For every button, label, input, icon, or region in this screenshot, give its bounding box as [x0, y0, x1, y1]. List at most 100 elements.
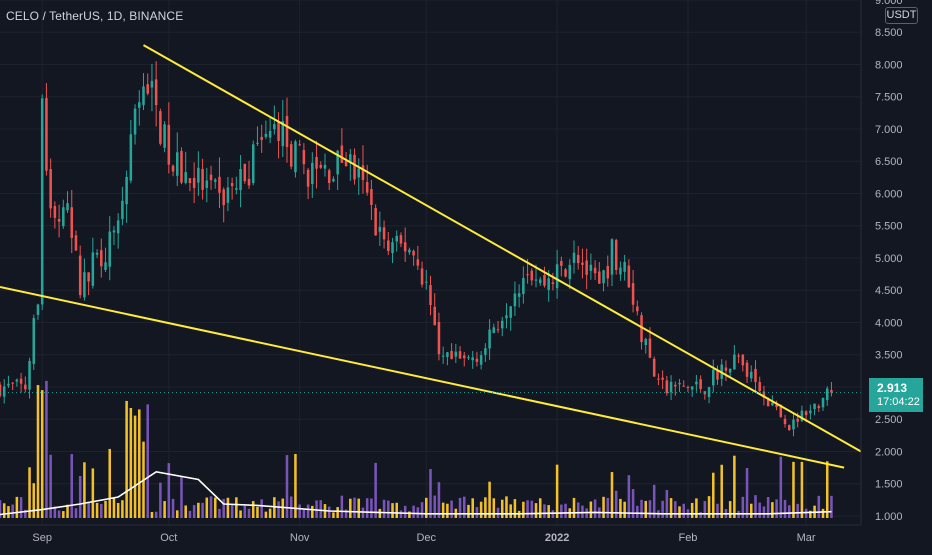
candle-body: [809, 410, 812, 414]
candle-body: [218, 176, 221, 193]
volume-bar: [522, 501, 525, 518]
candle-body: [437, 322, 441, 355]
volume-bar: [256, 506, 259, 518]
candle-body: [222, 189, 225, 206]
candle-body: [745, 362, 749, 377]
candle-body: [226, 187, 230, 203]
price-tick-label: 1.000: [875, 511, 903, 523]
candle-body: [640, 315, 643, 343]
candle-body: [733, 354, 736, 370]
volume-bar: [281, 498, 285, 518]
candle-body: [581, 262, 584, 265]
volume-bar: [479, 501, 483, 518]
symbol-title[interactable]: CELO / TetherUS, 1D, BINANCE: [6, 9, 184, 23]
candle-body: [289, 144, 293, 167]
candle-body: [209, 174, 213, 181]
candle-body: [749, 371, 753, 379]
candle-body: [260, 136, 263, 140]
candle-body: [15, 379, 19, 382]
currency-unit-badge[interactable]: USDT: [885, 7, 918, 24]
candle-body: [707, 387, 711, 398]
trendline-upper[interactable]: [143, 44, 862, 453]
candle-body: [213, 179, 217, 182]
volume-bar: [121, 500, 124, 518]
time-tick-label: Feb: [678, 532, 697, 544]
volume-bar: [771, 502, 774, 518]
volume-bar: [391, 503, 394, 518]
candle-body: [509, 306, 512, 318]
volume-bar: [306, 504, 310, 518]
volume-bar: [551, 510, 555, 518]
volume-bar: [150, 511, 154, 518]
volume-bar: [365, 498, 369, 518]
candle-body: [340, 145, 344, 163]
candle-body: [374, 207, 377, 236]
candle-body: [180, 150, 183, 183]
volume-bar: [762, 506, 766, 518]
volume-bar: [336, 507, 339, 518]
volume-bar: [387, 500, 390, 518]
volume-bar: [644, 500, 648, 518]
candle-body: [370, 188, 373, 205]
candle-body: [441, 355, 445, 357]
volume-bar: [652, 484, 656, 518]
candle-body: [247, 178, 251, 186]
candle-body: [813, 403, 816, 410]
candle-body: [66, 203, 69, 211]
candle-body: [201, 168, 204, 190]
volume-bar: [209, 496, 213, 518]
candle-body: [395, 235, 399, 242]
volume-bar: [251, 501, 255, 518]
candle-body: [382, 227, 386, 240]
price-axis-panel[interactable]: [861, 0, 932, 525]
trendline-lower[interactable]: [0, 286, 845, 469]
candle-body: [78, 255, 82, 296]
candle-body: [344, 161, 348, 167]
volume-bar: [534, 503, 538, 518]
volume-bar: [268, 508, 272, 518]
volume-bar: [640, 499, 643, 518]
candle-body: [796, 418, 799, 422]
candle-body: [104, 262, 107, 271]
volume-bar: [492, 498, 496, 518]
volume-bar: [226, 497, 230, 518]
volume-bar: [91, 468, 95, 518]
candle-body: [36, 304, 40, 315]
candle-body: [505, 315, 508, 319]
volume-bar: [809, 510, 812, 518]
candle-body: [121, 200, 124, 220]
volume-bar: [62, 511, 65, 518]
candle-body: [45, 97, 48, 171]
candle-body: [589, 264, 593, 271]
candle-body: [167, 124, 171, 165]
candle-body: [154, 79, 158, 106]
candle-body: [682, 385, 686, 387]
candle-body: [564, 269, 567, 277]
volume-bar: [661, 500, 664, 518]
volume-bar: [758, 502, 761, 518]
volume-bar: [817, 495, 821, 518]
time-tick-label: Mar: [797, 532, 816, 544]
candle-body: [163, 124, 166, 148]
volume-bar: [555, 464, 559, 518]
candle-body: [741, 354, 745, 366]
time-tick-label: Nov: [290, 532, 310, 544]
candle-body: [420, 268, 424, 285]
volume-bar: [602, 496, 605, 518]
volume-bar: [690, 502, 694, 518]
candle-body: [306, 169, 310, 187]
volume-bar: [475, 507, 479, 518]
volume-bar: [800, 461, 804, 518]
volume-bar: [28, 467, 31, 518]
volume-bar: [720, 464, 723, 518]
volume-bar: [247, 508, 251, 518]
candle-body: [403, 242, 407, 252]
candle-body: [585, 260, 588, 275]
time-axis-panel[interactable]: [0, 525, 932, 550]
volume-bar: [619, 498, 622, 518]
candle-body: [792, 419, 795, 430]
price-tick-label: 9.000: [875, 0, 903, 7]
volume-bar: [749, 503, 753, 518]
